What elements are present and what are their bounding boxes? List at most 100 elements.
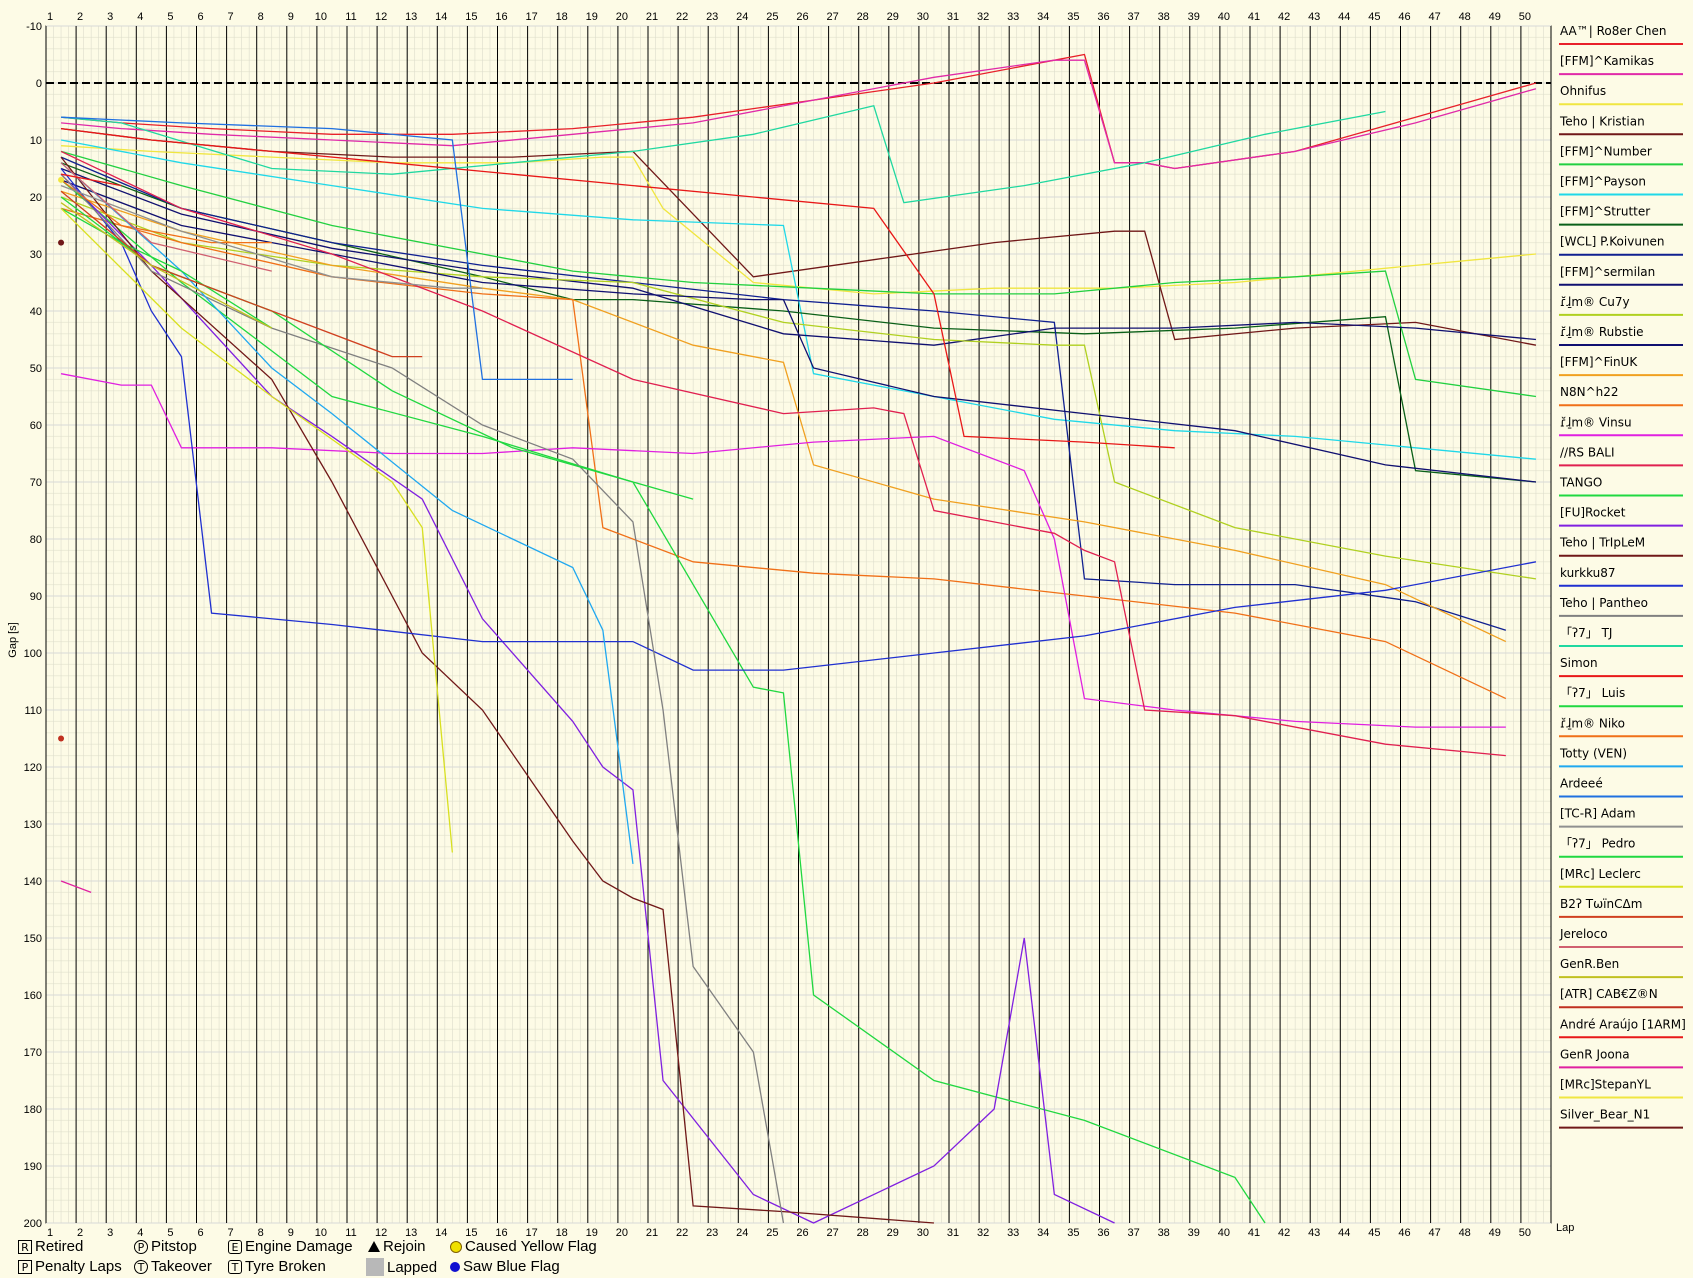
series-line — [60, 184, 483, 289]
x-tick-label-top: 27 — [826, 11, 838, 23]
key-engine-label: Engine Damage — [245, 1238, 353, 1255]
x-tick-label-bottom: 40 — [1218, 1227, 1230, 1238]
legend-entry: [FFM]^Strutter — [1560, 205, 1650, 219]
x-tick-label-bottom: 10 — [315, 1227, 327, 1238]
series-line — [60, 207, 273, 329]
engine-icon: E — [228, 1239, 242, 1254]
legend-entry: [MRc] Leclerc — [1560, 867, 1641, 881]
y-tick-label: 140 — [24, 876, 42, 888]
legend-entry: Totty (VEN) — [1559, 746, 1627, 760]
key-lapped: Lapped — [366, 1258, 437, 1276]
y-tick-label: 80 — [30, 534, 42, 546]
y-tick-label: 50 — [30, 363, 42, 375]
series-line — [60, 207, 453, 853]
key-penalty-label: Penalty Laps — [35, 1258, 122, 1275]
x-tick-label-top: 22 — [676, 11, 688, 23]
key-retired-label: Retired — [35, 1238, 84, 1255]
y-tick-label: 120 — [24, 762, 42, 774]
lapped-icon — [366, 1258, 384, 1276]
x-tick-label-top: 10 — [315, 11, 327, 23]
x-tick-label-bottom: 26 — [796, 1227, 808, 1238]
series-line — [60, 150, 1506, 757]
x-tick-label-bottom: 36 — [1097, 1227, 1109, 1238]
x-tick-label-top: 49 — [1489, 11, 1501, 23]
x-tick-label-bottom: 17 — [525, 1227, 537, 1238]
x-tick-label-top: 18 — [556, 11, 568, 23]
y-tick-label: 100 — [24, 648, 42, 660]
y-tick-label: 200 — [24, 1218, 42, 1230]
x-tick-label-top: 29 — [887, 11, 899, 23]
key-yellow-label: Caused Yellow Flag — [465, 1238, 597, 1255]
x-tick-label-bottom: 30 — [917, 1227, 929, 1238]
retired-icon: R — [18, 1239, 32, 1254]
x-tick-label-bottom: 43 — [1308, 1227, 1320, 1238]
series-lines — [58, 53, 1537, 1224]
key-rejoin-label: Rejoin — [383, 1238, 426, 1255]
key-pitstop: P Pitstop — [134, 1238, 197, 1255]
x-tick-label-bottom: 16 — [495, 1227, 507, 1238]
x-tick-label-bottom: 44 — [1338, 1227, 1350, 1238]
x-tick-label-bottom: 35 — [1067, 1227, 1079, 1238]
y-tick-label: 130 — [24, 819, 42, 831]
series-line — [60, 127, 1537, 346]
series-point — [58, 735, 65, 742]
x-tick-label-top: 37 — [1127, 11, 1139, 23]
x-tick-label-top: 41 — [1248, 11, 1260, 23]
x-tick-label-top: 38 — [1158, 11, 1170, 23]
y-tick-label: 60 — [30, 420, 42, 432]
key-retired: R Retired — [18, 1238, 83, 1255]
x-tick-label-top: 15 — [465, 11, 477, 23]
penalty-icon: P — [18, 1259, 32, 1274]
key-tyre-label: Tyre Broken — [245, 1258, 326, 1275]
x-tick-label-top: 23 — [706, 11, 718, 23]
y-tick-label: 90 — [30, 591, 42, 603]
legend-entry: [FFM]^Payson — [1560, 175, 1646, 189]
x-tick-label-top: 20 — [616, 11, 628, 23]
takeover-icon: T — [134, 1259, 148, 1274]
legend: AA™| Ro8er Chen [FFM]^Kamikas Ohnifus Teho … — [1559, 24, 1686, 1129]
legend-entry: [MRc]StepanYL — [1560, 1078, 1651, 1092]
legend-entry: Silver_Bear_N1 — [1560, 1108, 1650, 1122]
x-tick-label-bottom: 22 — [676, 1227, 688, 1238]
legend-entry: [TC-R] Adam — [1560, 807, 1636, 821]
series-line — [60, 168, 1537, 671]
legend-entry: GenR Joona — [1560, 1047, 1630, 1061]
x-tick-label-top: 11 — [345, 11, 356, 23]
x-tick-label-bottom: 13 — [405, 1227, 417, 1238]
x-tick-label-bottom: 8 — [258, 1227, 264, 1238]
key-engine: E Engine Damage — [228, 1238, 353, 1255]
legend-entry: [WCL] P.Koivunen — [1560, 235, 1665, 249]
series-line — [60, 59, 1537, 170]
x-tick-label-bottom: 7 — [228, 1227, 234, 1238]
x-tick-label-bottom: 18 — [556, 1227, 568, 1238]
legend-entry: GenR.Ben — [1560, 957, 1619, 971]
legend-entry: ɾ̆ɺ̱m® Cu7y — [1560, 295, 1630, 309]
yellow-flag-icon — [450, 1240, 462, 1253]
series-line — [60, 173, 122, 187]
legend-entry: [FU]Rocket — [1560, 506, 1626, 520]
series-line — [60, 162, 272, 272]
x-tick-label-bottom: 25 — [766, 1227, 778, 1238]
x-tick-label-top: 4 — [137, 11, 143, 23]
x-tick-label-top: 17 — [525, 11, 537, 23]
x-tick-label-top: 25 — [766, 11, 778, 23]
y-tick-label: 110 — [24, 705, 42, 717]
tyre-icon: T — [228, 1259, 242, 1274]
legend-entry: [FFM]^Number — [1560, 144, 1652, 158]
x-tick-label-bottom: 23 — [706, 1227, 718, 1238]
y-axis-label: Gap [s] — [7, 622, 19, 657]
series-line — [60, 190, 423, 358]
legend-entry: Ardeeé — [1560, 777, 1603, 791]
legend-entry: //RS BALI — [1560, 445, 1615, 459]
x-tick-label-bottom: 11 — [345, 1227, 356, 1238]
legend-entry: ɾ̆ɺ̱m® Vinsu — [1560, 415, 1632, 429]
x-tick-label-bottom: 49 — [1489, 1227, 1501, 1238]
key-pitstop-label: Pitstop — [151, 1238, 197, 1255]
x-axis-bottom: 1 2 3 4 5 6 7 8 9 10 11 12 13 14 15 16 17 18 19 20 21 22 23 24 2… — [47, 1227, 1531, 1238]
series-line — [60, 373, 1506, 728]
series-line — [60, 150, 1537, 398]
x-tick-label-top: 9 — [288, 11, 294, 23]
x-axis-top: 1 2 3 4 5 6 7 8 9 10 11 12 13 14 15 16 17 18 19 20 21 22 23 24 2… — [47, 11, 1531, 23]
x-tick-label-top: 30 — [917, 11, 929, 23]
x-tick-label-top: 13 — [405, 11, 417, 23]
